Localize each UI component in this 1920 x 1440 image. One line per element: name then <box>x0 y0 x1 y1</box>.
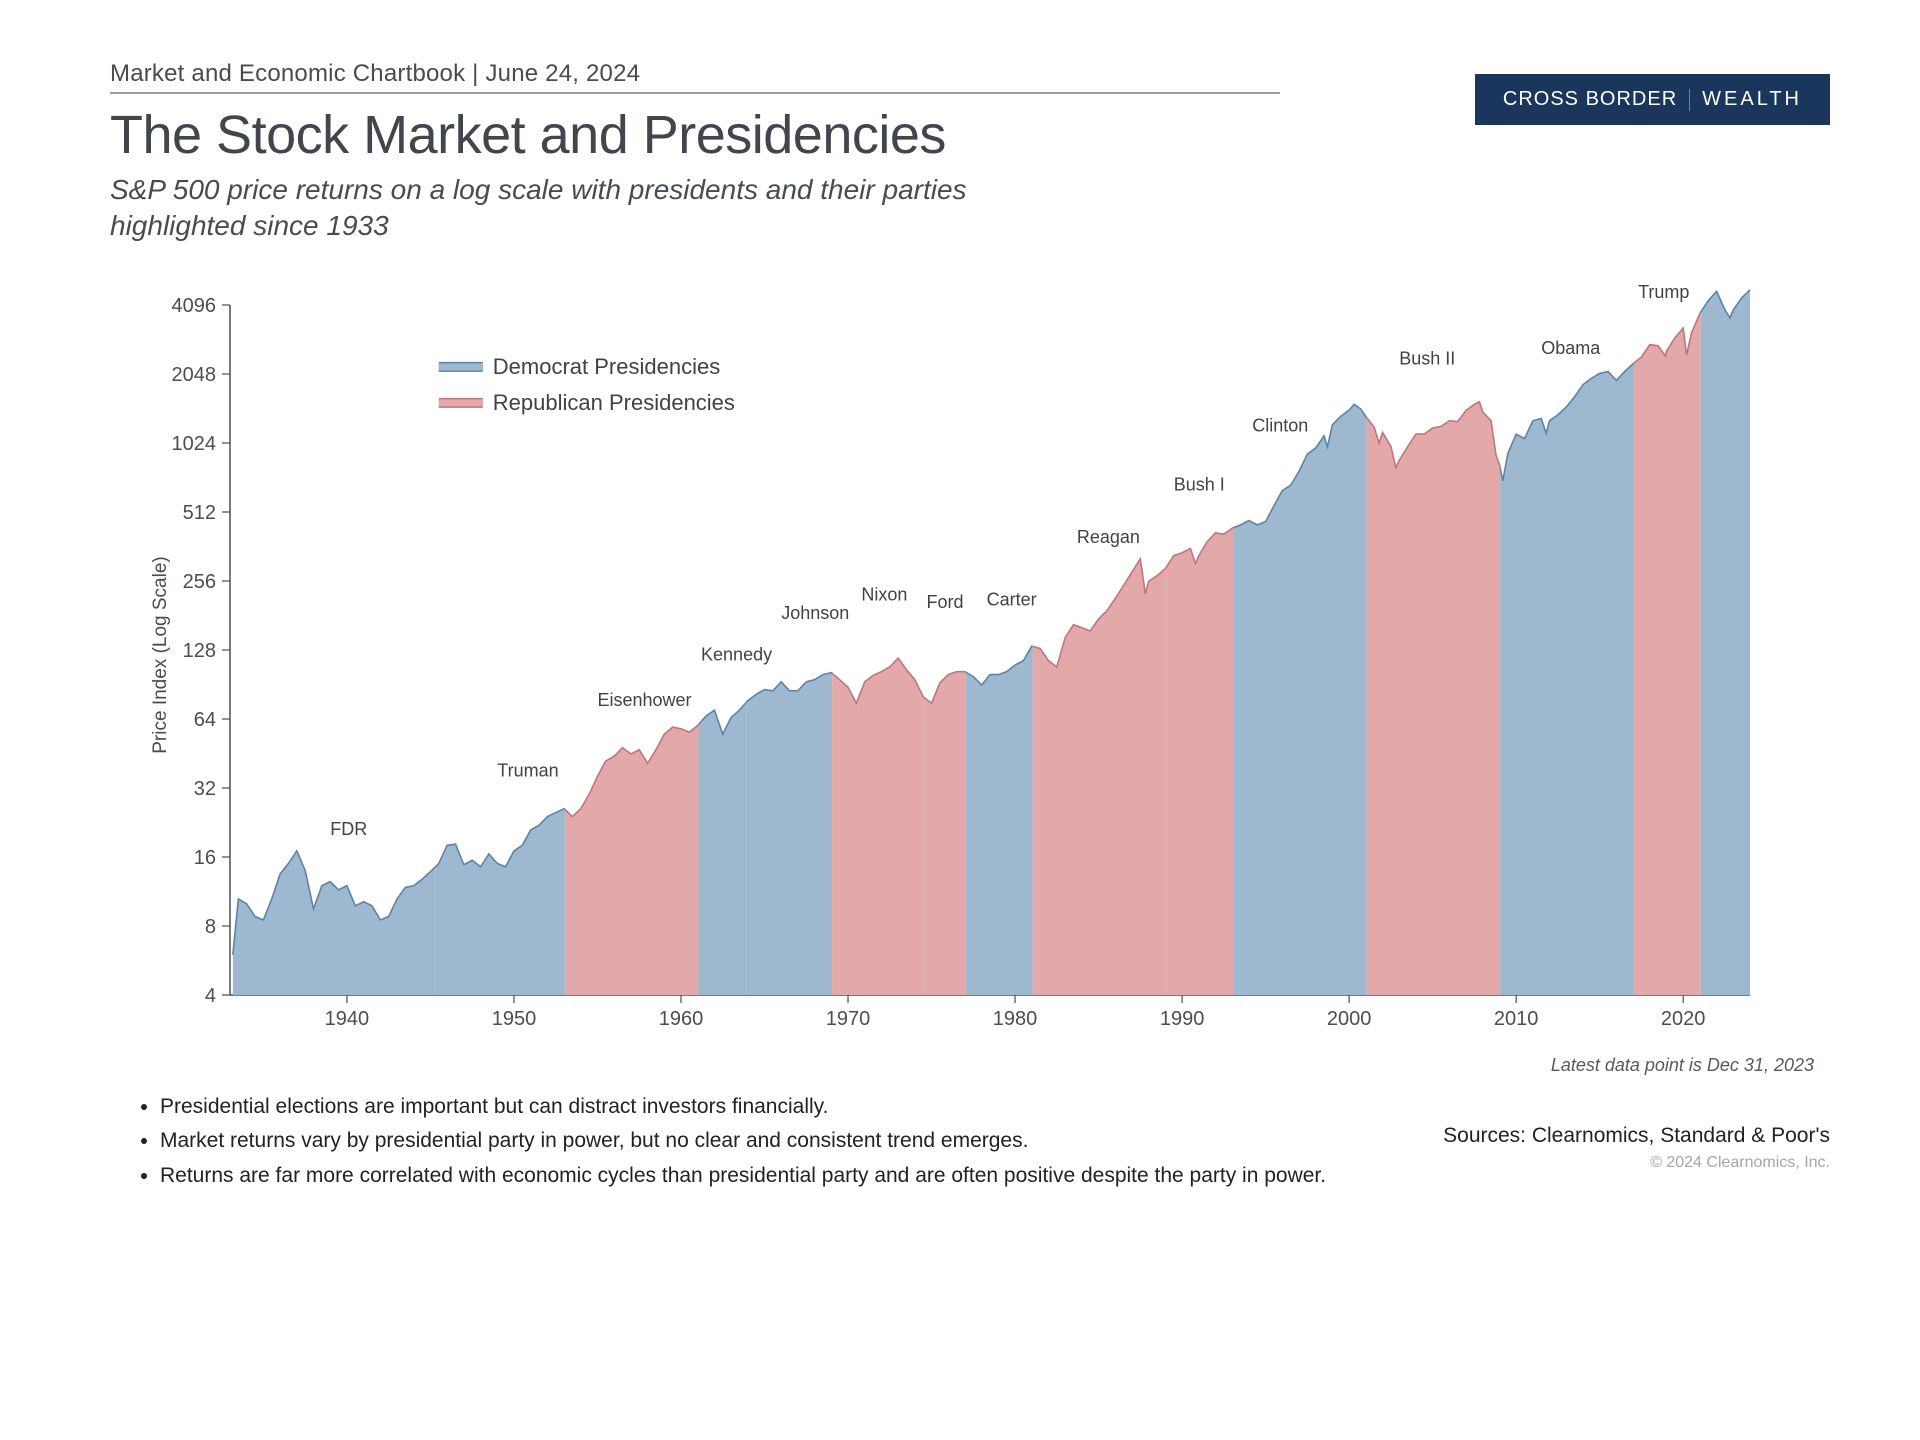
key-point-item: Returns are far more correlated with eco… <box>160 1161 1326 1191</box>
sp500-presidencies-chart: 4 8 16 32 64 128 256 512 1024 2048 4096 1940 1950 196… <box>110 275 1770 1035</box>
svg-text:256: 256 <box>183 571 216 593</box>
svg-text:Republican Presidencies: Republican Presidencies <box>493 390 735 415</box>
page-title: The Stock Market and Presidencies <box>110 104 1280 166</box>
svg-text:Eisenhower: Eisenhower <box>597 690 691 710</box>
svg-text:Truman: Truman <box>497 760 558 780</box>
svg-text:1990: 1990 <box>1160 1008 1205 1030</box>
svg-text:1024: 1024 <box>172 433 217 455</box>
svg-text:2000: 2000 <box>1327 1008 1372 1030</box>
supertitle-rule <box>110 92 1280 94</box>
svg-text:FDR: FDR <box>330 819 367 839</box>
svg-text:8: 8 <box>205 916 216 938</box>
svg-text:Carter: Carter <box>987 589 1037 609</box>
svg-text:1960: 1960 <box>659 1008 704 1030</box>
svg-text:64: 64 <box>194 709 216 731</box>
svg-text:Reagan: Reagan <box>1077 527 1140 547</box>
header-left: Market and Economic Chartbook | June 24,… <box>110 60 1280 245</box>
key-point-item: Market returns vary by presidential part… <box>160 1126 1326 1156</box>
svg-text:Johnson: Johnson <box>781 603 849 623</box>
svg-text:Trump: Trump <box>1638 282 1689 302</box>
brand-secondary: WEALTH <box>1702 88 1802 111</box>
svg-text:Ford: Ford <box>927 592 964 612</box>
svg-text:Clinton: Clinton <box>1252 415 1308 435</box>
svg-text:Nixon: Nixon <box>861 584 907 604</box>
svg-text:128: 128 <box>183 640 216 662</box>
page-subtitle: S&P 500 price returns on a log scale wit… <box>110 172 1010 245</box>
svg-text:2020: 2020 <box>1661 1008 1706 1030</box>
svg-text:32: 32 <box>194 778 216 800</box>
y-axis-label: Price Index (Log Scale) <box>150 556 172 754</box>
sources-block: Sources: Clearnomics, Standard & Poor's … <box>1443 1122 1830 1174</box>
svg-text:1940: 1940 <box>325 1008 370 1030</box>
svg-text:Obama: Obama <box>1541 338 1601 358</box>
key-points-list: Presidential elections are important but… <box>110 1092 1326 1195</box>
svg-text:4: 4 <box>205 985 216 1007</box>
copyright: © 2024 Clearnomics, Inc. <box>1443 1153 1830 1174</box>
footer-row: Presidential elections are important but… <box>110 1092 1830 1195</box>
brand-primary: CROSS BORDER <box>1503 88 1677 111</box>
svg-text:1950: 1950 <box>492 1008 537 1030</box>
latest-data-note: Latest data point is Dec 31, 2023 <box>110 1055 1814 1076</box>
svg-text:Democrat Presidencies: Democrat Presidencies <box>493 354 720 379</box>
svg-text:Bush I: Bush I <box>1174 474 1225 494</box>
svg-text:2048: 2048 <box>172 364 217 386</box>
supertitle: Market and Economic Chartbook | June 24,… <box>110 60 1280 88</box>
svg-text:1980: 1980 <box>993 1008 1038 1030</box>
brand-separator <box>1689 89 1690 111</box>
svg-text:512: 512 <box>183 502 216 524</box>
header-row: Market and Economic Chartbook | June 24,… <box>110 60 1830 245</box>
chart-container: Price Index (Log Scale) 4 8 16 32 64 128 256 51… <box>110 275 1830 1035</box>
svg-text:2010: 2010 <box>1494 1008 1539 1030</box>
svg-text:Kennedy: Kennedy <box>701 644 772 664</box>
svg-text:Bush II: Bush II <box>1399 348 1455 368</box>
sources-label: Sources: Clearnomics, Standard & Poor's <box>1443 1122 1830 1149</box>
page: Market and Economic Chartbook | June 24,… <box>0 0 1920 1440</box>
svg-text:1970: 1970 <box>826 1008 871 1030</box>
svg-text:16: 16 <box>194 847 216 869</box>
brand-logo: CROSS BORDER WEALTH <box>1475 74 1830 125</box>
key-point-item: Presidential elections are important but… <box>160 1092 1326 1122</box>
svg-text:4096: 4096 <box>172 295 217 317</box>
